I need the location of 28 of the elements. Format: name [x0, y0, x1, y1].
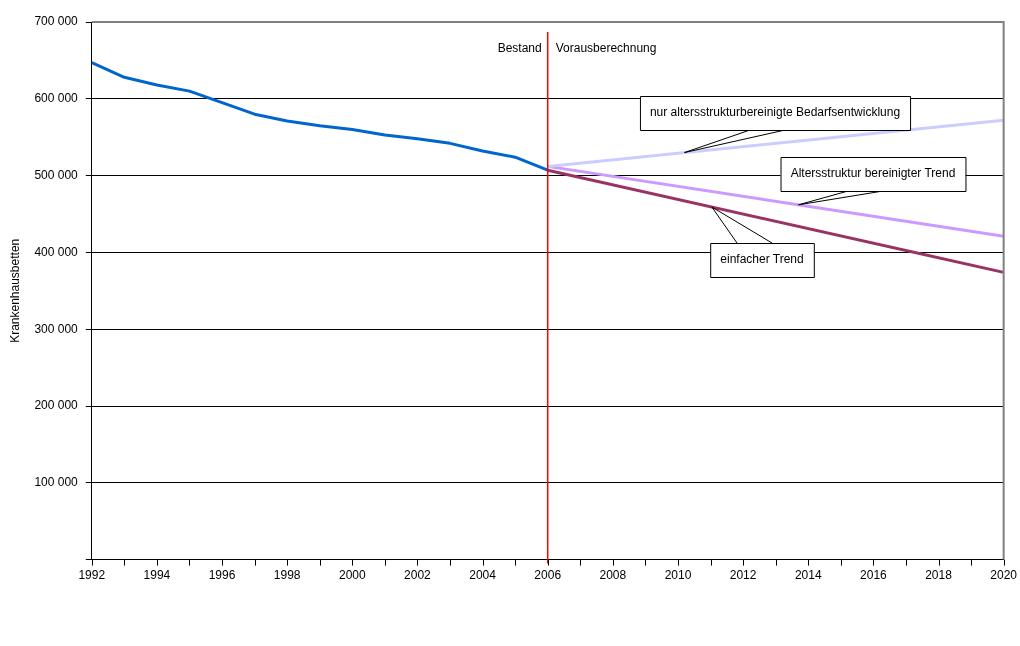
x-tick-label: 2020 [990, 568, 1018, 583]
x-tick-label: 2014 [794, 568, 822, 583]
x-tick-label: 2010 [664, 568, 692, 583]
x-tick-label: 2004 [469, 568, 497, 583]
x-tick-label: 2006 [534, 568, 562, 583]
x-tick-label: 2008 [599, 568, 627, 583]
x-tick-label: 1998 [273, 568, 301, 583]
x-tick-label: 2000 [338, 568, 366, 583]
x-tick-label: 2012 [729, 568, 757, 583]
y-tick-label: 600 000 [34, 91, 79, 106]
x-tick-label: 1996 [208, 568, 236, 583]
annotation: Vorausberechnung [555, 41, 657, 56]
y-tick-label: 500 000 [34, 167, 79, 182]
series-label: Altersstruktur bereinigter Trend [790, 166, 956, 181]
text: einfacher Trend [720, 252, 804, 267]
y-tick-label: 700 000 [34, 14, 79, 29]
x-tick-label: 2002 [404, 568, 432, 583]
y-tick-label: 200 000 [34, 398, 79, 413]
x-tick-label: 2016 [860, 568, 888, 583]
y-axis-title: Krankenhausbetten [7, 238, 22, 343]
y-tick-label: 400 000 [34, 244, 79, 259]
x-tick-label: 1994 [143, 568, 171, 583]
y-tick-label: 100 000 [34, 475, 79, 490]
x-tick-label: 2018 [925, 568, 953, 583]
series-label: nur altersstrukturbereinigte Bedarfsentwicklung [649, 105, 901, 120]
y-tick-label: 300 000 [34, 321, 79, 336]
annotation: Bestand [497, 41, 542, 56]
x-tick-label: 1992 [78, 568, 106, 583]
